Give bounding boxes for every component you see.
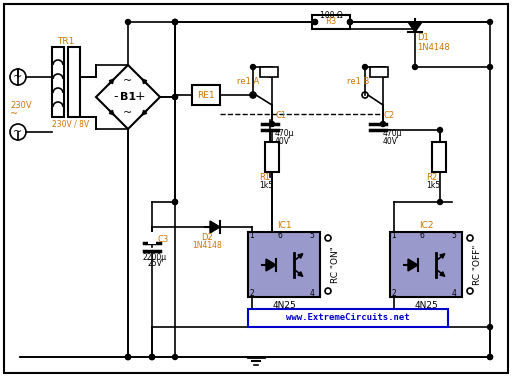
Circle shape — [173, 354, 178, 360]
Circle shape — [250, 92, 255, 98]
Circle shape — [173, 199, 178, 204]
Text: 25V: 25V — [147, 259, 162, 268]
Bar — [192, 85, 220, 105]
Text: D1: D1 — [417, 34, 429, 43]
Bar — [248, 309, 448, 327]
Text: B1: B1 — [120, 92, 136, 102]
Circle shape — [150, 354, 155, 360]
Text: RC "ON": RC "ON" — [331, 247, 340, 284]
Circle shape — [150, 354, 155, 360]
Text: ~: ~ — [10, 109, 18, 119]
Circle shape — [380, 121, 386, 127]
Text: ~: ~ — [13, 127, 23, 137]
Text: 1k5: 1k5 — [426, 181, 440, 190]
Text: RC "OFF": RC "OFF" — [474, 245, 482, 285]
Circle shape — [348, 20, 352, 25]
Circle shape — [173, 20, 178, 25]
Text: 4: 4 — [310, 288, 314, 297]
Circle shape — [125, 20, 131, 25]
Circle shape — [173, 95, 178, 100]
Text: R3: R3 — [325, 17, 336, 26]
Circle shape — [269, 121, 274, 127]
Polygon shape — [266, 259, 276, 271]
Bar — [148, 232, 156, 244]
Text: R2: R2 — [426, 173, 437, 181]
Circle shape — [150, 354, 155, 360]
Text: 6: 6 — [278, 231, 283, 241]
Text: re1 B: re1 B — [347, 78, 369, 86]
Text: 2: 2 — [392, 288, 396, 297]
Circle shape — [125, 354, 131, 360]
Text: +: + — [135, 90, 145, 104]
Circle shape — [487, 354, 493, 360]
Text: 4N25: 4N25 — [414, 300, 438, 310]
Text: 2200μ: 2200μ — [143, 253, 167, 262]
Circle shape — [437, 199, 442, 204]
Text: 1: 1 — [392, 231, 396, 241]
Text: 230V: 230V — [10, 101, 32, 109]
Text: TR1: TR1 — [57, 37, 74, 46]
Circle shape — [250, 64, 255, 69]
Circle shape — [125, 354, 131, 360]
Text: 40V: 40V — [275, 136, 290, 146]
Text: 40V: 40V — [383, 136, 398, 146]
Text: ~: ~ — [13, 72, 23, 82]
Circle shape — [173, 20, 178, 25]
Text: R1: R1 — [259, 173, 270, 181]
Text: www.ExtremeCircuits.net: www.ExtremeCircuits.net — [286, 314, 410, 322]
Bar — [370, 67, 388, 77]
Bar — [390, 232, 462, 297]
Text: RE1: RE1 — [197, 90, 215, 100]
Text: re1 A: re1 A — [237, 78, 259, 86]
Text: ~: ~ — [123, 76, 133, 86]
Circle shape — [487, 325, 493, 329]
Circle shape — [362, 64, 368, 69]
Text: 1N4148: 1N4148 — [417, 43, 450, 52]
Circle shape — [437, 127, 442, 132]
Text: ~: ~ — [123, 108, 133, 118]
Text: 230V / 8V: 230V / 8V — [52, 120, 89, 129]
Text: IC2: IC2 — [419, 222, 433, 230]
Circle shape — [312, 20, 317, 25]
Text: D2: D2 — [201, 233, 213, 242]
Bar — [68, 47, 80, 117]
Circle shape — [125, 354, 131, 360]
Bar — [432, 142, 446, 172]
Text: 470μ: 470μ — [383, 130, 402, 138]
Polygon shape — [210, 221, 220, 233]
Bar — [52, 47, 64, 117]
Text: 100 Ω: 100 Ω — [319, 11, 343, 20]
Text: 5: 5 — [310, 231, 314, 241]
Text: 6: 6 — [419, 231, 424, 241]
Bar — [248, 232, 320, 297]
Polygon shape — [408, 22, 422, 32]
Text: C1: C1 — [275, 110, 286, 120]
Bar — [312, 15, 350, 29]
Text: C2: C2 — [383, 110, 394, 120]
Bar — [260, 67, 278, 77]
Circle shape — [487, 354, 493, 360]
Polygon shape — [408, 259, 418, 271]
Circle shape — [348, 20, 352, 25]
Circle shape — [487, 64, 493, 69]
Text: IC1: IC1 — [276, 222, 291, 230]
Text: 2: 2 — [250, 288, 254, 297]
Circle shape — [173, 20, 178, 25]
Text: 1k5: 1k5 — [259, 181, 273, 190]
Text: 4: 4 — [452, 288, 456, 297]
Circle shape — [173, 199, 178, 204]
Text: 470μ: 470μ — [275, 130, 294, 138]
Text: 1: 1 — [250, 231, 254, 241]
Text: -: - — [114, 90, 118, 104]
Text: C3: C3 — [158, 234, 169, 244]
Circle shape — [173, 95, 178, 100]
Circle shape — [487, 20, 493, 25]
Bar — [265, 142, 279, 172]
Text: 1N4148: 1N4148 — [192, 241, 222, 250]
Circle shape — [413, 64, 417, 69]
Circle shape — [312, 20, 317, 25]
Text: 4N25: 4N25 — [272, 300, 296, 310]
Text: 5: 5 — [452, 231, 456, 241]
Circle shape — [173, 20, 178, 25]
